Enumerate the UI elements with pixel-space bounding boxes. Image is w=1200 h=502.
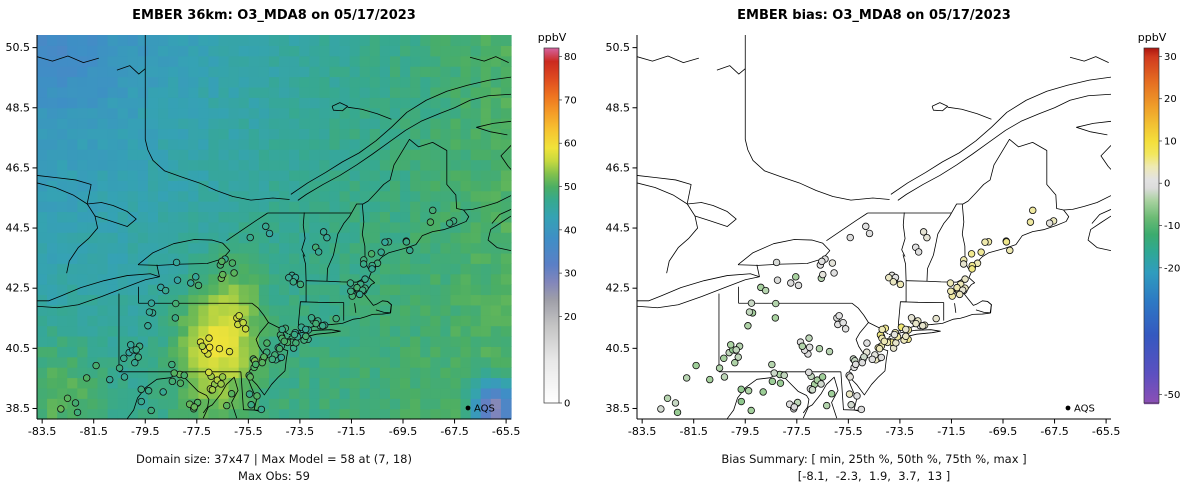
right-caption-bias-summary: Bias Summary: [ min, 25th %, 50th %, 75t…: [721, 452, 1027, 466]
right-map-canvas: [600, 0, 1200, 502]
left-colorbar-unit-label: ppbV: [537, 31, 567, 44]
left-caption-domain: Domain size: 37x47 | Max Model = 58 at (…: [135, 452, 412, 466]
right-caption-bias-values: [-8.1, -2.3, 1.9, 3.7, 13 ]: [797, 469, 951, 483]
left-panel: EMBER 36km: O3_MDA8 on 05/17/2023 ppbV D…: [0, 0, 600, 502]
right-colorbar-unit-label: ppbV: [1137, 31, 1167, 44]
right-panel-title: EMBER bias: O3_MDA8 on 05/17/2023: [737, 8, 1011, 23]
left-panel-title: EMBER 36km: O3_MDA8 on 05/17/2023: [132, 8, 416, 23]
left-caption-maxobs: Max Obs: 59: [238, 469, 310, 483]
left-map-canvas: [0, 0, 600, 502]
right-panel: EMBER bias: O3_MDA8 on 05/17/2023 ppbV B…: [600, 0, 1200, 502]
